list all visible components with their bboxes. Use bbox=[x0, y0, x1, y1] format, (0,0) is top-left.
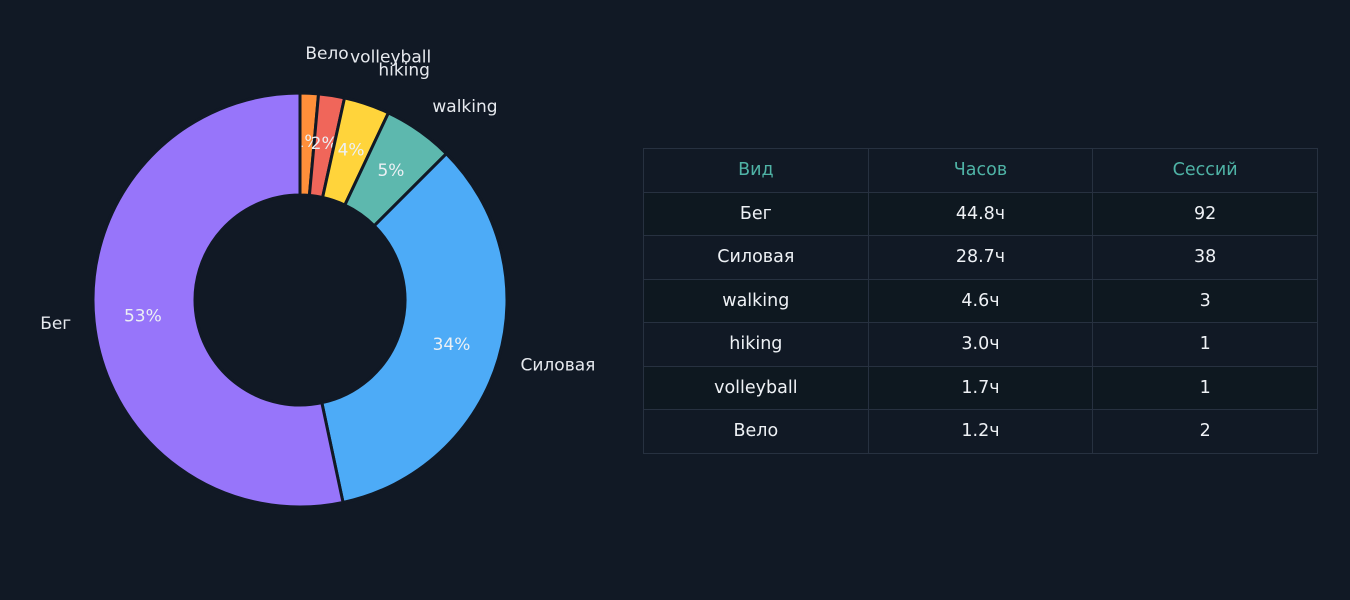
cell-type: volleyball bbox=[643, 365, 869, 410]
cell-type: Бег bbox=[643, 191, 869, 236]
slice-percent-label: 2% bbox=[311, 134, 338, 154]
slice-percent-label: 53% bbox=[124, 307, 162, 327]
cell-sessions: 2 bbox=[1092, 409, 1318, 454]
table-row: Вело 1.2ч 2 bbox=[643, 409, 1318, 454]
stats-table: Вид Часов Сессий Бег 44.8ч 92 Силовая 28… bbox=[643, 148, 1318, 454]
cell-sessions: 1 bbox=[1092, 365, 1318, 410]
cell-type: hiking bbox=[643, 322, 869, 367]
table-header-row: Вид Часов Сессий bbox=[643, 148, 1318, 193]
column-header-sessions: Сессий bbox=[1092, 148, 1318, 193]
cell-type: Вело bbox=[643, 409, 869, 454]
slice-category-label: volleyball bbox=[350, 48, 431, 68]
cell-hours: 28.7ч bbox=[867, 235, 1094, 280]
column-header-type: Вид bbox=[643, 148, 869, 193]
cell-sessions: 92 bbox=[1092, 191, 1318, 236]
cell-hours: 3.0ч bbox=[867, 322, 1094, 367]
donut-slice-Бег bbox=[91, 91, 345, 509]
cell-sessions: 3 bbox=[1092, 278, 1318, 323]
cell-type: Силовая bbox=[643, 235, 869, 280]
column-header-hours: Часов bbox=[867, 148, 1094, 193]
cell-hours: 1.2ч bbox=[867, 409, 1094, 454]
cell-sessions: 38 bbox=[1092, 235, 1318, 280]
cell-hours: 1.7ч bbox=[867, 365, 1094, 410]
cell-hours: 44.8ч bbox=[867, 191, 1094, 236]
slice-category-label: hiking bbox=[378, 60, 430, 80]
slice-percent-label: 4% bbox=[338, 140, 365, 160]
donut-chart: 1%Вело2%volleyball4%hiking5%walking34%Си… bbox=[40, 44, 596, 509]
table-row: walking 4.6ч 3 bbox=[643, 278, 1318, 323]
slice-percent-label: 34% bbox=[433, 335, 471, 355]
cell-sessions: 1 bbox=[1092, 322, 1318, 367]
slice-category-label: Силовая bbox=[521, 355, 596, 375]
table-row: Силовая 28.7ч 38 bbox=[643, 235, 1318, 280]
cell-type: walking bbox=[643, 278, 869, 323]
table-row: hiking 3.0ч 1 bbox=[643, 322, 1318, 367]
slice-category-label: Бег bbox=[40, 314, 71, 334]
donut-slice-Силовая bbox=[320, 151, 509, 505]
table-row: Бег 44.8ч 92 bbox=[643, 191, 1318, 236]
table-row: volleyball 1.7ч 1 bbox=[643, 365, 1318, 410]
slice-percent-label: 5% bbox=[377, 161, 404, 181]
slice-category-label: walking bbox=[432, 97, 497, 117]
cell-hours: 4.6ч bbox=[867, 278, 1094, 323]
slice-category-label: Вело bbox=[305, 44, 348, 64]
